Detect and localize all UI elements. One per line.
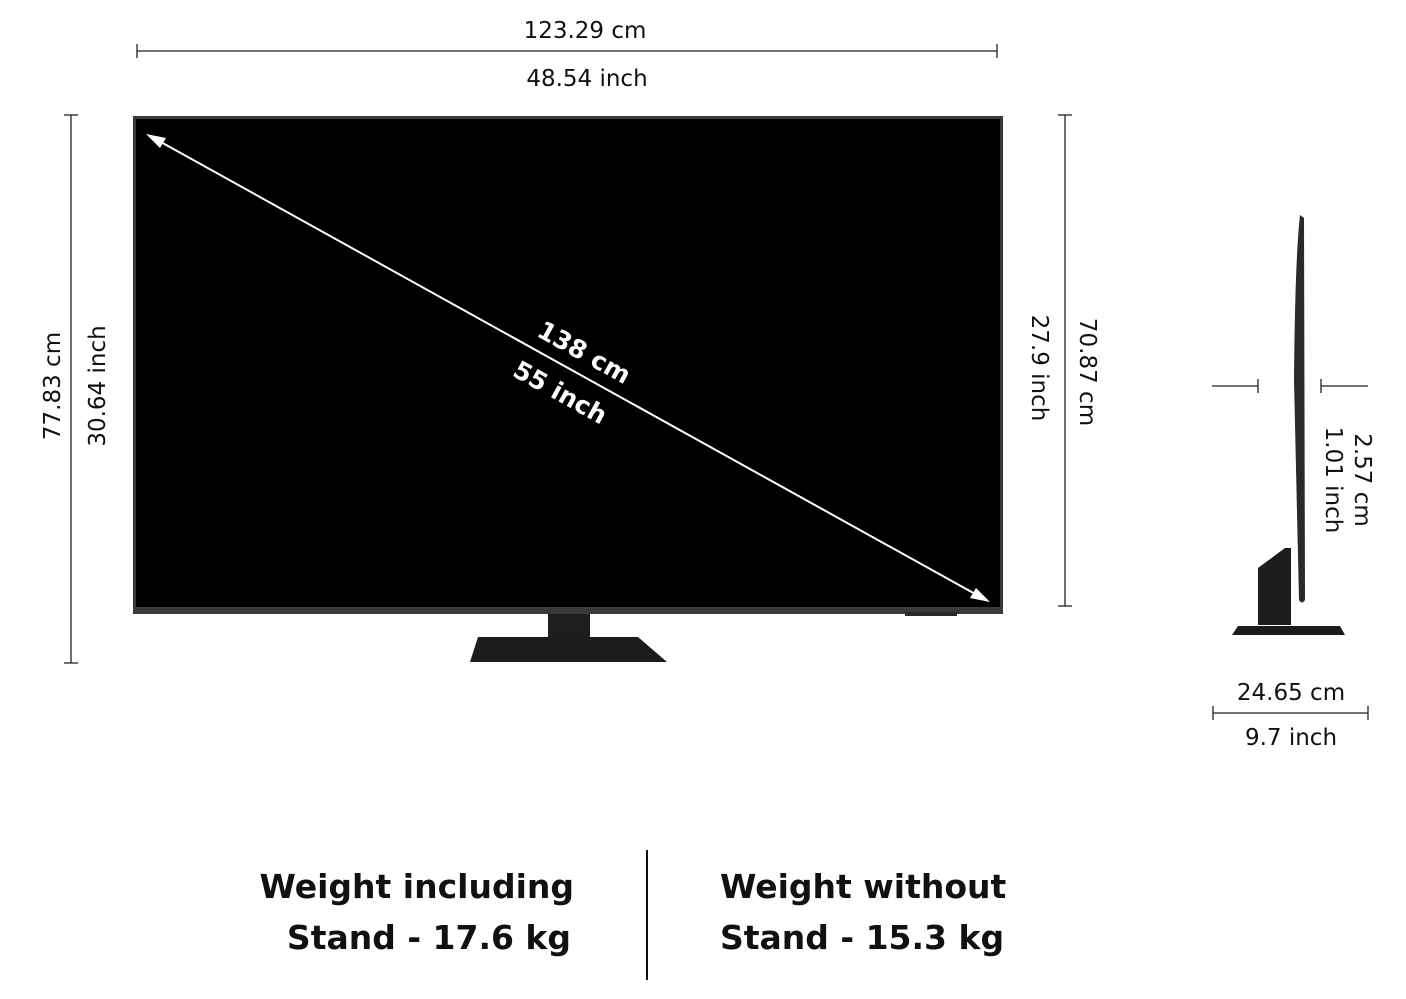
- panel-height-inch-label: 27.9 inch: [1026, 315, 1052, 422]
- panel-height-cm-label: 70.87 cm: [1074, 318, 1100, 426]
- stand-base: [470, 637, 667, 662]
- weight-without-stand-line2: Stand - 15.3 kg: [720, 918, 1004, 957]
- stand-depth-inch-label: 9.7 inch: [1245, 725, 1337, 751]
- width-dimension: 123.29 cm 48.54 inch: [136, 18, 998, 92]
- weight-info: Weight including Stand - 17.6 kg Weight …: [259, 850, 1007, 980]
- width-inch-label: 48.54 inch: [526, 66, 647, 92]
- tv-front-view: 138 cm 55 inch: [133, 116, 1003, 662]
- width-cm-label: 123.29 cm: [524, 18, 647, 44]
- panel-height-dimension: 27.9 inch 70.87 cm: [1026, 114, 1100, 607]
- weight-with-stand-line2: Stand - 17.6 kg: [287, 918, 571, 957]
- weight-with-stand-line1: Weight including: [259, 867, 574, 906]
- depth-inch-label: 1.01 inch: [1320, 427, 1346, 534]
- stand-depth-cm-label: 24.65 cm: [1237, 680, 1345, 706]
- height-with-stand-inch-label: 30.64 inch: [85, 325, 111, 446]
- weight-without-stand-line1: Weight without: [720, 867, 1007, 906]
- diagonal-arrow: [146, 134, 990, 602]
- tv-side-view: 1.01 inch 2.57 cm 24.65 cm 9.7 inch: [1212, 215, 1375, 751]
- depth-cm-label: 2.57 cm: [1349, 433, 1375, 527]
- height-with-stand-cm-label: 77.83 cm: [40, 332, 66, 440]
- height-with-stand-dimension: 77.83 cm 30.64 inch: [40, 114, 111, 664]
